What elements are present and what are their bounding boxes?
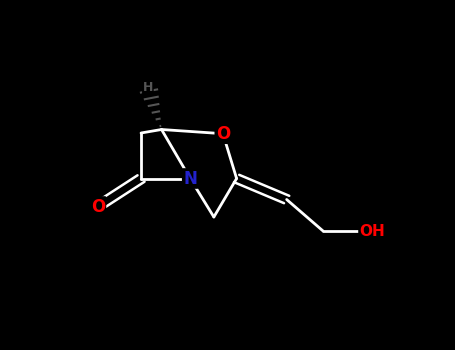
Text: H: H <box>143 81 153 94</box>
Text: OH: OH <box>359 224 385 238</box>
Text: O: O <box>216 125 230 143</box>
Text: O: O <box>91 197 105 216</box>
Text: N: N <box>183 169 197 188</box>
